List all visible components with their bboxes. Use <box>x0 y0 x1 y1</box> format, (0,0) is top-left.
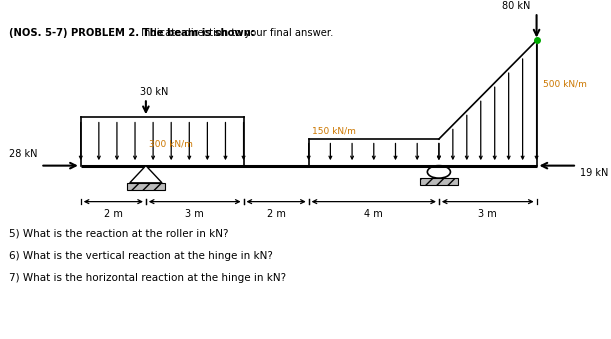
Text: 28 kN: 28 kN <box>9 149 37 159</box>
Bar <box>420 178 458 185</box>
Text: (NOS. 5-7) PROBLEM 2. The beam is shown:: (NOS. 5-7) PROBLEM 2. The beam is shown: <box>9 28 255 38</box>
Text: 5) What is the reaction at the roller in kN?: 5) What is the reaction at the roller in… <box>9 228 228 238</box>
Text: 300 kN/m: 300 kN/m <box>149 139 192 148</box>
Text: 2 m: 2 m <box>266 208 285 219</box>
Text: 2 m: 2 m <box>104 208 123 219</box>
Text: 6) What is the vertical reaction at the hinge in kN?: 6) What is the vertical reaction at the … <box>9 251 273 261</box>
Text: 3 m: 3 m <box>185 208 204 219</box>
Polygon shape <box>130 166 162 183</box>
Text: 19 kN: 19 kN <box>580 168 608 178</box>
Text: 4 m: 4 m <box>364 208 383 219</box>
Text: 150 kN/m: 150 kN/m <box>312 127 356 136</box>
Text: 500 kN/m: 500 kN/m <box>544 80 587 89</box>
Text: 30 kN: 30 kN <box>140 87 169 97</box>
Text: 7) What is the horizontal reaction at the hinge in kN?: 7) What is the horizontal reaction at th… <box>9 273 286 283</box>
Text: 3 m: 3 m <box>478 208 497 219</box>
Text: Indicate direction to your final answer.: Indicate direction to your final answer. <box>138 28 333 38</box>
Text: 80 kN: 80 kN <box>502 1 531 11</box>
Bar <box>127 183 164 190</box>
